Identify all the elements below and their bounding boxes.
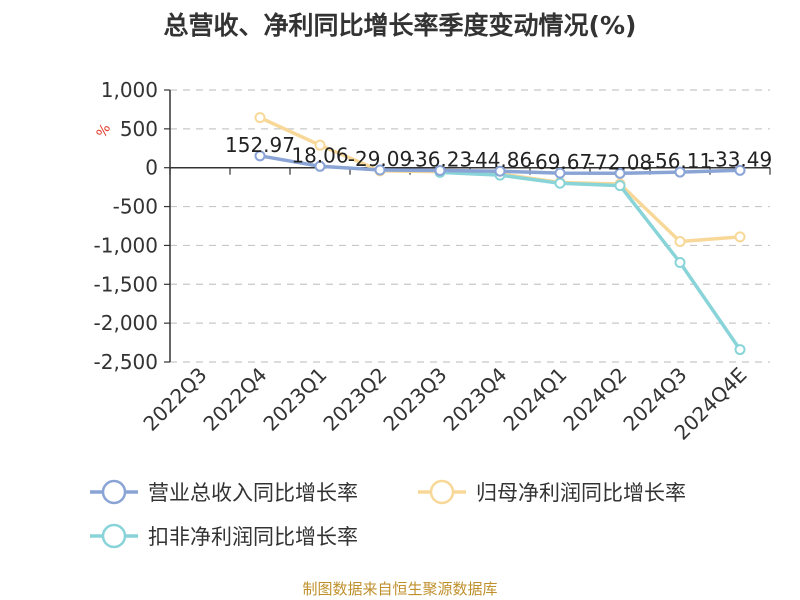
y-tick-label: 500 [120,117,158,141]
data-point [734,231,746,243]
legend-label: 扣非净利润同比增长率 [148,525,358,549]
data-point [674,236,686,248]
x-tick-label: 2023Q4 [438,363,511,436]
data-point [734,164,746,176]
legend-marker [101,479,127,505]
x-tick-label: 2023Q1 [258,363,331,436]
data-label: -33.49 [708,147,772,171]
x-tick-label: 2022Q4 [198,363,271,436]
x-axis-ticks: 2022Q32022Q42023Q12023Q22023Q32023Q42024… [138,167,771,445]
y-axis-ticks: 1,000 500 0 -500 -1,000 -1,500 -2,000 -2,500 [94,78,170,374]
y-tick-label: -500 [113,195,158,219]
y-tick-label: 1,000 [101,78,158,102]
legend-item[interactable]: 归母净利润同比增长率 [418,479,686,505]
legend-marker [429,479,455,505]
data-point [614,180,626,192]
data-label: 152.97 [225,133,295,157]
data-point [314,139,326,151]
legend-item[interactable]: 扣非净利润同比增长率 [90,523,358,549]
data-point [674,257,686,269]
data-label: -29.09 [348,147,412,171]
unit-label: % [94,121,115,141]
data-label: 18.06 [291,143,348,167]
data-point [254,150,266,162]
series-line [439,170,742,351]
data-point [374,164,386,176]
data-point [554,167,566,179]
grid-lines [170,89,770,363]
data-point [254,112,266,124]
data-point [734,344,746,356]
x-tick-label: 2023Q2 [318,363,391,436]
y-tick-label: -1,500 [94,272,158,296]
x-tick-label: 2023Q3 [378,363,451,436]
legend-label: 营业总收入同比增长率 [148,481,358,505]
x-tick-label: 2024Q2 [558,363,631,436]
data-point [674,166,686,178]
data-point [554,177,566,189]
data-label: -72.08 [588,150,652,174]
data-point [614,167,626,179]
data-label: -44.86 [468,148,532,172]
legend-marker [101,523,127,549]
y-tick-label: -1,000 [94,233,158,257]
axes [169,90,770,362]
chart-title: 总营收、净利同比增长率季度变动情况(%) [164,11,637,40]
data-label: -36.23 [408,148,472,172]
data-point [434,165,446,177]
legend-label: 归母净利润同比增长率 [476,481,686,505]
source-note: 制图数据来自恒生聚源数据库 [302,580,497,598]
x-tick-label: 2024Q1 [498,363,571,436]
y-tick-label: -2,000 [94,311,158,335]
data-point [314,160,326,172]
data-label: -56.11 [648,149,712,173]
y-tick-label: 0 [145,156,158,180]
data-label: -69.67 [528,150,592,174]
legend-item[interactable]: 营业总收入同比增长率 [90,479,358,505]
data-point [494,165,506,177]
y-tick-label: -2,500 [94,350,158,374]
series-layer [254,112,746,356]
